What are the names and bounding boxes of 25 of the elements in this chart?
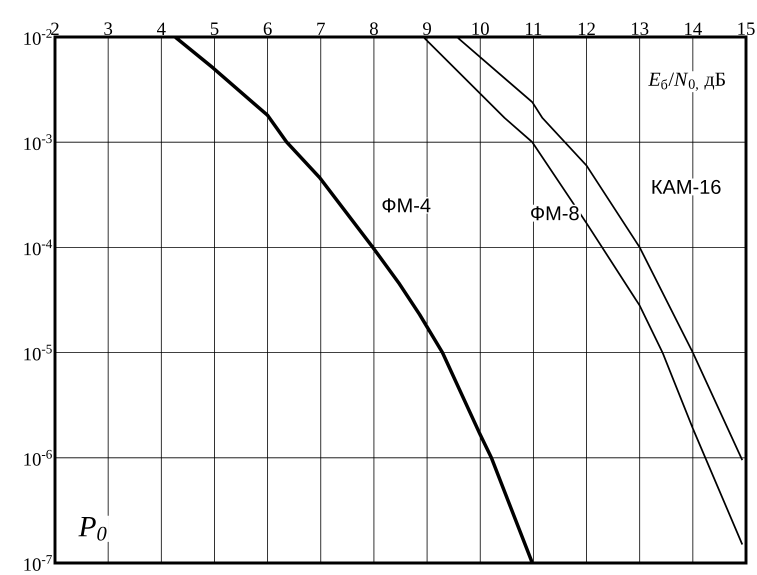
series-label: ФМ-4 xyxy=(382,198,430,212)
x-tick-label: 8 xyxy=(370,22,378,35)
x-tick-label: 4 xyxy=(156,22,166,35)
x-tick-label: 3 xyxy=(104,22,112,35)
x-tick-label: 13 xyxy=(632,22,648,35)
y-tick-label: 10$^{-6}$ xyxy=(24,450,52,466)
y-axis-title: P$_{0}$ xyxy=(78,517,107,541)
x-tick-label: 12 xyxy=(578,22,595,35)
x-tick-label: 11 xyxy=(526,22,542,35)
series-label: ФМ-8 xyxy=(531,206,579,220)
x-axis-title: E$_{б}$/N$_{0,}$ дБ xyxy=(648,72,725,91)
x-tick-label: 2 xyxy=(51,22,59,35)
y-tick-label: 10$^{-4}$ xyxy=(24,240,52,256)
x-tick-label: 6 xyxy=(264,22,272,35)
series-label: КАМ-16 xyxy=(652,180,721,194)
y-tick-label: 10$^{-2}$ xyxy=(24,29,52,45)
x-tick-label: 7 xyxy=(317,22,325,35)
y-tick-label: 10$^{-7}$ xyxy=(24,555,52,571)
x-tick-label: 14 xyxy=(685,22,702,35)
y-tick-label: 10$^{-3}$ xyxy=(24,134,52,150)
x-tick-label: 5 xyxy=(210,22,218,35)
y-tick-label: 10$^{-5}$ xyxy=(24,344,52,360)
x-tick-label: 10 xyxy=(472,22,489,35)
x-tick-label: 9 xyxy=(423,22,431,35)
x-tick-label: 15 xyxy=(738,22,755,35)
